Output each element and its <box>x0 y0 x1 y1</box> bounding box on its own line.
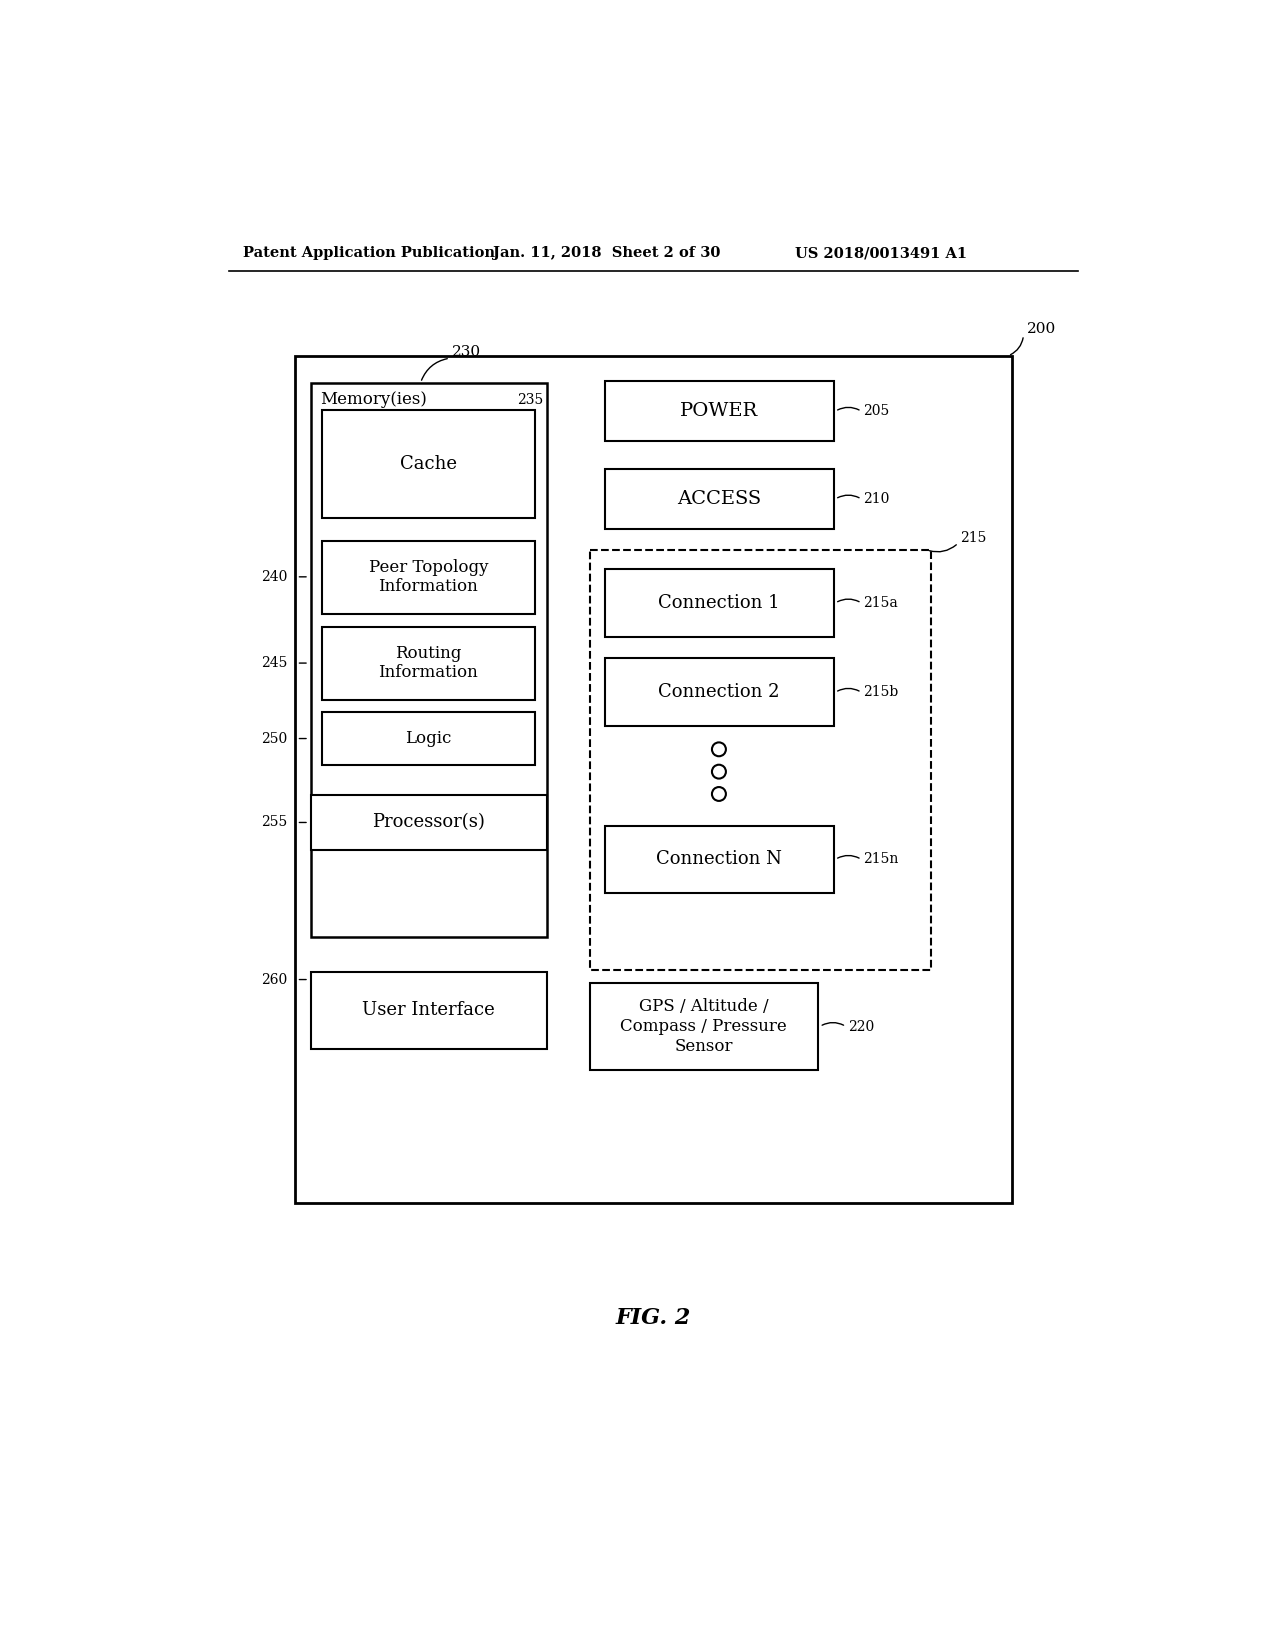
Bar <box>311 383 547 937</box>
Text: 250: 250 <box>261 731 287 746</box>
Text: 255: 255 <box>261 815 287 830</box>
Text: Cache: Cache <box>400 455 456 472</box>
Bar <box>606 658 834 726</box>
Text: Memory(ies): Memory(ies) <box>320 391 427 408</box>
Text: 260: 260 <box>261 972 287 987</box>
Bar <box>606 381 834 441</box>
Text: 230: 230 <box>451 345 481 360</box>
Bar <box>311 972 547 1049</box>
Text: 245: 245 <box>261 657 287 670</box>
Bar <box>589 549 931 970</box>
Text: ACCESS: ACCESS <box>677 490 761 508</box>
Text: FIG. 2: FIG. 2 <box>616 1307 691 1330</box>
Bar <box>323 713 536 764</box>
Bar <box>606 569 834 637</box>
Text: 210: 210 <box>863 492 890 507</box>
Text: Connection 1: Connection 1 <box>658 594 780 612</box>
Text: 240: 240 <box>261 569 287 584</box>
Bar <box>606 469 834 530</box>
Text: GPS / Altitude /
Compass / Pressure
Sensor: GPS / Altitude / Compass / Pressure Sens… <box>620 998 787 1054</box>
Text: Jan. 11, 2018  Sheet 2 of 30: Jan. 11, 2018 Sheet 2 of 30 <box>492 246 720 261</box>
Text: 215n: 215n <box>863 853 899 866</box>
Text: 220: 220 <box>848 1020 873 1033</box>
Text: US 2018/0013491 A1: US 2018/0013491 A1 <box>794 246 966 261</box>
Bar <box>323 627 536 700</box>
Bar <box>589 983 819 1069</box>
Bar <box>295 356 1012 1203</box>
Text: 215: 215 <box>960 531 987 546</box>
Bar <box>323 409 536 518</box>
Text: Connection 2: Connection 2 <box>658 683 780 701</box>
Text: Patent Application Publication: Patent Application Publication <box>244 246 495 261</box>
Text: Connection N: Connection N <box>657 850 782 868</box>
Text: Logic: Logic <box>405 729 451 747</box>
Text: POWER: POWER <box>680 403 759 421</box>
Bar <box>311 795 547 850</box>
Text: Processor(s): Processor(s) <box>372 813 484 832</box>
Bar <box>606 825 834 893</box>
Text: User Interface: User Interface <box>362 1002 495 1020</box>
Text: 235: 235 <box>516 393 543 408</box>
Text: Routing
Information: Routing Information <box>379 645 478 681</box>
Bar <box>323 541 536 614</box>
Text: 215a: 215a <box>863 596 898 610</box>
Text: Peer Topology
Information: Peer Topology Information <box>368 559 488 596</box>
Text: 205: 205 <box>863 404 890 419</box>
Text: 215b: 215b <box>863 685 899 700</box>
Text: 200: 200 <box>1028 322 1057 337</box>
